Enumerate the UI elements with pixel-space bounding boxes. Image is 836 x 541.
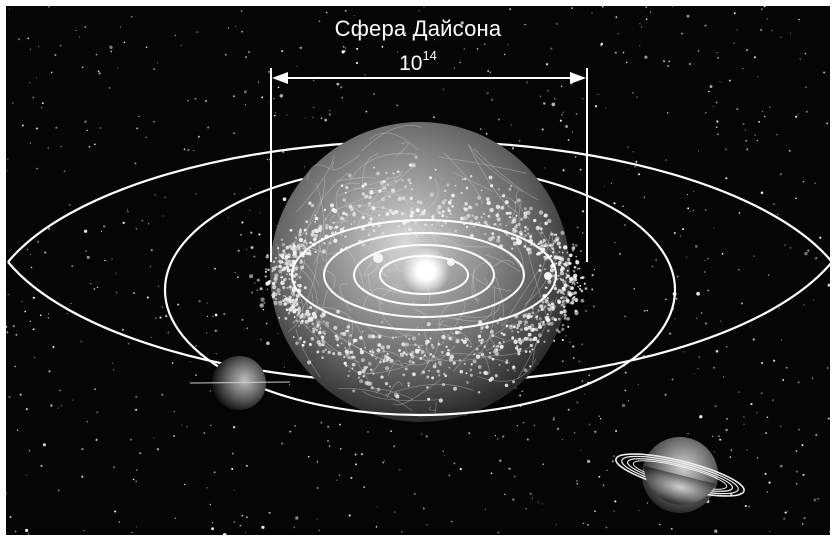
planet-icon bbox=[189, 356, 291, 410]
ringed-planet-icon bbox=[615, 437, 745, 513]
scale-dimension-line bbox=[270, 68, 588, 262]
inner-planets bbox=[373, 239, 552, 280]
star-icon bbox=[402, 247, 450, 295]
middle-orbit-front bbox=[163, 289, 677, 417]
